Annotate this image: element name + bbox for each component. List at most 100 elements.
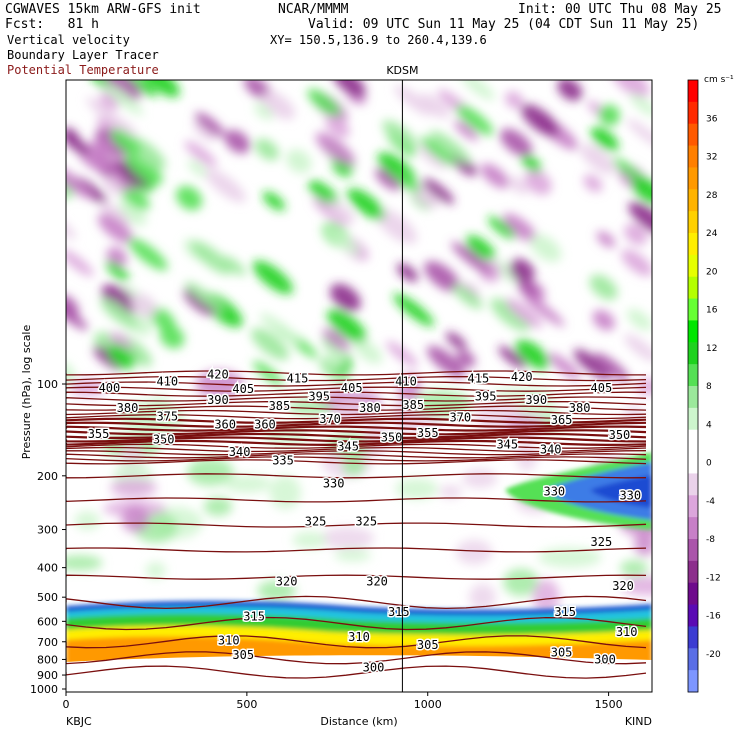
- mid-level-cell: [320, 527, 375, 549]
- theta-contour-label: 330: [619, 488, 641, 502]
- mid-level-cell: [74, 511, 100, 530]
- downdraft-cell: [106, 247, 128, 267]
- updraft-cell: [420, 137, 456, 166]
- theta-contour-label: 315: [554, 605, 576, 619]
- downdraft-cell: [523, 293, 565, 327]
- downdraft-cell: [520, 104, 559, 137]
- theta-contour-line: [66, 436, 647, 443]
- updraft-cell: [515, 339, 550, 370]
- theta-contour-label: 410: [156, 374, 178, 388]
- downdraft-cell: [97, 213, 134, 244]
- mid-level-cell: [269, 475, 301, 510]
- downdraft-cell: [628, 201, 652, 236]
- downdraft-cell: [583, 174, 603, 193]
- colorbar-swatch: [688, 276, 698, 300]
- theta-contour-line: [66, 396, 647, 402]
- y-tick-label: 600: [37, 615, 58, 628]
- theta-contour-label: 310: [616, 625, 638, 639]
- downdraft-cell: [621, 249, 652, 277]
- downdraft-cell: [418, 143, 449, 169]
- theta-contour-label: 380: [117, 401, 139, 415]
- theta-contour-label: 305: [232, 648, 254, 662]
- theta-contour-line: [66, 473, 647, 479]
- downdraft-cell: [524, 169, 552, 195]
- downdraft-cell: [329, 283, 361, 312]
- cross-section-xy: XY= 150.5,136.9 to 260.4,139.6: [270, 33, 487, 47]
- theta-contour-label: 420: [511, 370, 533, 384]
- downdraft-cell: [394, 85, 433, 116]
- downdraft-cell: [623, 334, 652, 362]
- theta-contour-label: 385: [402, 398, 424, 412]
- theta-contour-label: 420: [207, 367, 229, 381]
- updraft-cell: [429, 130, 471, 164]
- init-time: Init: 00 UTC Thu 08 May 25: [518, 2, 722, 17]
- mid-level-cell: [462, 468, 498, 489]
- downdraft-cell: [445, 332, 467, 350]
- updraft-cell: [590, 127, 619, 152]
- theta-contour-line: [66, 417, 647, 424]
- kdsm-marker-label: KDSM: [386, 64, 418, 77]
- theta-contour-label: 325: [591, 535, 613, 549]
- downdraft-cell: [375, 208, 418, 244]
- updraft-cell: [185, 281, 223, 312]
- model-title: CGWAVES 15km ARW-GFS init: [5, 2, 201, 17]
- colorbar-swatch: [688, 254, 698, 278]
- theta-contour-line: [66, 651, 647, 665]
- theta-contour-label: 400: [99, 381, 121, 395]
- mid-level-cell: [439, 484, 463, 499]
- downdraft-cell: [262, 91, 296, 120]
- downdraft-cell: [453, 120, 479, 141]
- theta-contour-line: [66, 432, 647, 440]
- theta-contour-label: 335: [272, 453, 294, 467]
- colorbar-label: -8: [706, 535, 715, 545]
- downdraft-cell: [66, 213, 77, 240]
- downdraft-cell: [419, 93, 450, 119]
- updraft-cell: [107, 343, 136, 369]
- mid-level-cell: [341, 455, 366, 476]
- theta-contour-label: 415: [287, 372, 309, 386]
- theta-contour-line: [66, 381, 647, 387]
- updraft-cell: [260, 313, 300, 345]
- boundary-wedge: [505, 452, 652, 530]
- updraft-cell: [222, 255, 246, 276]
- colorbar-swatch: [688, 145, 698, 168]
- mid-level-cell: [203, 497, 233, 516]
- colorbar-label: 36: [706, 114, 718, 124]
- colorbar-swatch: [688, 495, 698, 518]
- y-tick-label: 100: [37, 378, 58, 391]
- updraft-cell: [530, 234, 562, 262]
- updraft-cell: [118, 184, 150, 211]
- downdraft-cell: [94, 128, 129, 158]
- colorbar-frame: [687, 79, 699, 693]
- downdraft-cell: [422, 178, 455, 205]
- downdraft-cell: [480, 163, 510, 189]
- x-tick-label: 1500: [595, 698, 623, 711]
- downdraft-cell: [509, 258, 535, 283]
- theta-contour-line: [66, 425, 647, 432]
- theta-contour-line: [66, 446, 647, 453]
- theta-contour-label: 345: [496, 438, 518, 452]
- colorbar-swatch: [688, 451, 698, 474]
- updraft-cell: [465, 235, 496, 261]
- downdraft-cell: [184, 140, 217, 167]
- mid-level-cell: [145, 562, 166, 579]
- colorbar-label: 8: [706, 382, 712, 392]
- downdraft-cell: [557, 80, 583, 101]
- downdraft-cell: [101, 284, 137, 315]
- downdraft-cell: [573, 349, 611, 380]
- updraft-cell: [456, 104, 494, 136]
- theta-contour-label: 395: [475, 390, 497, 404]
- theta-contour-line: [66, 401, 647, 407]
- x-tick-label: 1000: [414, 698, 442, 711]
- mid-level-cell: [620, 559, 649, 577]
- theta-contour-label: 340: [229, 445, 251, 459]
- theta-contour-line: [66, 453, 647, 459]
- updraft-cell: [123, 80, 157, 98]
- theta-contour-line: [66, 429, 647, 436]
- updraft-cell: [103, 82, 144, 116]
- mid-level-cell: [334, 548, 372, 562]
- mid-level-cell: [620, 576, 652, 596]
- colorbar-swatch: [688, 101, 698, 125]
- theta-contour-label: 390: [207, 393, 229, 407]
- downdraft-cell: [592, 309, 615, 331]
